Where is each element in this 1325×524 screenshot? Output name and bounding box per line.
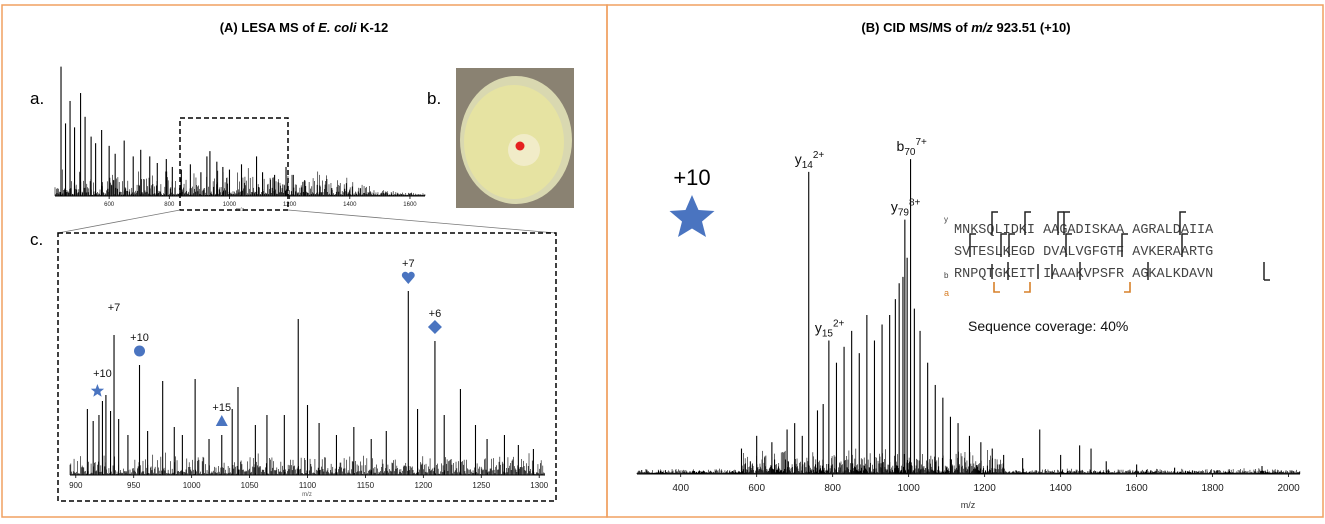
x-tick-label: 1200 <box>414 481 432 490</box>
x-tick-label: 2000 <box>1277 483 1300 494</box>
x-tick-label: 1300 <box>530 481 548 490</box>
chart-b-xlabel: m/z <box>961 500 976 510</box>
triangle-icon <box>215 415 228 426</box>
diamond-icon <box>427 320 442 334</box>
zoom-line-left <box>57 209 181 234</box>
x-tick-label: 1250 <box>472 481 490 490</box>
label-c: c. <box>30 230 43 249</box>
zoom-line-right <box>287 209 557 234</box>
x-tick-label: 950 <box>127 481 141 490</box>
charge-state-label: +7 <box>402 258 415 270</box>
x-tick-label: 1200 <box>974 483 997 494</box>
chart-a-ticks: 600 800 1000 1200 1400 1600 <box>104 196 417 208</box>
charge-state-label: +15 <box>212 402 231 414</box>
x-tick-label: 1800 <box>1201 483 1224 494</box>
charge-state-label: +7 <box>108 302 121 314</box>
chart-b-ticks: 400 600 800 1000 1200 1400 1600 1800 2000 <box>672 474 1300 494</box>
chart-b-fragment-labels: y142+ y152+ y798+ b707+ <box>795 137 927 339</box>
chart-c-peaks <box>69 291 545 475</box>
precursor-charge-label: +10 <box>673 165 710 190</box>
sampling-spot <box>515 141 525 151</box>
fragment-ion-label: y798+ <box>891 198 921 219</box>
chart-c-spectrum: 900 950 1000 1050 1100 1150 1200 1250 1300 +10 +7… <box>69 258 549 498</box>
panel-b-title: (B) CID MS/MS of m/z 923.51 (+10) <box>861 20 1070 35</box>
x-tick-label: 1000 <box>898 483 921 494</box>
label-a: a. <box>30 89 44 108</box>
chart-c-annotations: +10 +7 +10 +15 +7 +6 <box>90 258 442 426</box>
star-icon <box>90 384 105 397</box>
charge-state-label: +10 <box>93 368 112 380</box>
sequence-coverage: Sequence coverage: 40% <box>968 318 1128 334</box>
sequence-map: y b a MNKSQLIDKI AAGADISKAA AGRALDAIIA S… <box>944 211 1270 334</box>
x-tick-label: 600 <box>748 483 765 494</box>
heart-icon <box>401 271 415 284</box>
x-tick-label: 1100 <box>299 481 317 490</box>
x-tick-label: 900 <box>69 481 83 490</box>
zoom-box <box>179 117 289 211</box>
x-tick-label: 1150 <box>357 481 375 490</box>
fragment-ion-label: y142+ <box>795 150 825 171</box>
seq-a-label: a <box>944 288 949 298</box>
chart-a-xlabel: m/z <box>236 207 245 213</box>
x-tick-label: 1400 <box>1050 483 1073 494</box>
star-icon <box>669 195 715 237</box>
panel-b-border <box>606 4 1324 518</box>
petri-dish-photo <box>456 68 574 208</box>
seq-y-label: y <box>944 215 948 224</box>
x-tick-label: 1200 <box>283 202 297 208</box>
chart-b-spectrum: 400 600 800 1000 1200 1400 1600 1800 2000 y142+y… <box>636 137 1301 510</box>
seq-line-2: SVTESLKEGD DVALVGFGTF AVKERAARTG <box>954 245 1213 260</box>
chart-b-peaks <box>636 159 1301 474</box>
x-tick-label: 400 <box>672 483 689 494</box>
seq-line-3: RNPQTGKEIT IAAAKVPSFR AGKALKDAVN <box>954 267 1213 282</box>
x-tick-label: 1050 <box>241 481 259 490</box>
chart-c-xlabel: m/z <box>302 492 312 498</box>
x-tick-label: 1000 <box>223 202 237 208</box>
x-tick-label: 1400 <box>343 202 357 208</box>
circle-icon <box>134 345 146 357</box>
chart-c-ticks: 900 950 1000 1050 1100 1150 1200 1250 1300 <box>69 475 549 490</box>
chart-a-spectrum: 600 800 1000 1200 1400 1600 m/z <box>54 66 426 213</box>
x-tick-label: 1600 <box>1125 483 1148 494</box>
x-tick-label: 600 <box>104 202 115 208</box>
panel-a-title: (A) LESA MS of E. coli K-12 <box>220 20 389 35</box>
x-tick-label: 1600 <box>403 202 417 208</box>
seq-b-label: b <box>944 271 949 280</box>
x-tick-label: 1000 <box>183 481 201 490</box>
charge-state-label: +6 <box>429 308 442 320</box>
fragment-ion-label: y152+ <box>815 318 845 339</box>
moon-icon <box>108 313 117 329</box>
label-b: b. <box>427 89 441 108</box>
chart-a-peaks <box>54 66 426 196</box>
x-tick-label: 800 <box>164 202 175 208</box>
seq-line-1: MNKSQLIDKI AAGADISKAA AGRALDAIIA <box>954 223 1214 238</box>
zoom-panel <box>57 232 557 502</box>
fragment-ion-label: b707+ <box>897 137 927 158</box>
charge-state-label: +10 <box>130 332 149 344</box>
x-tick-label: 800 <box>824 483 841 494</box>
